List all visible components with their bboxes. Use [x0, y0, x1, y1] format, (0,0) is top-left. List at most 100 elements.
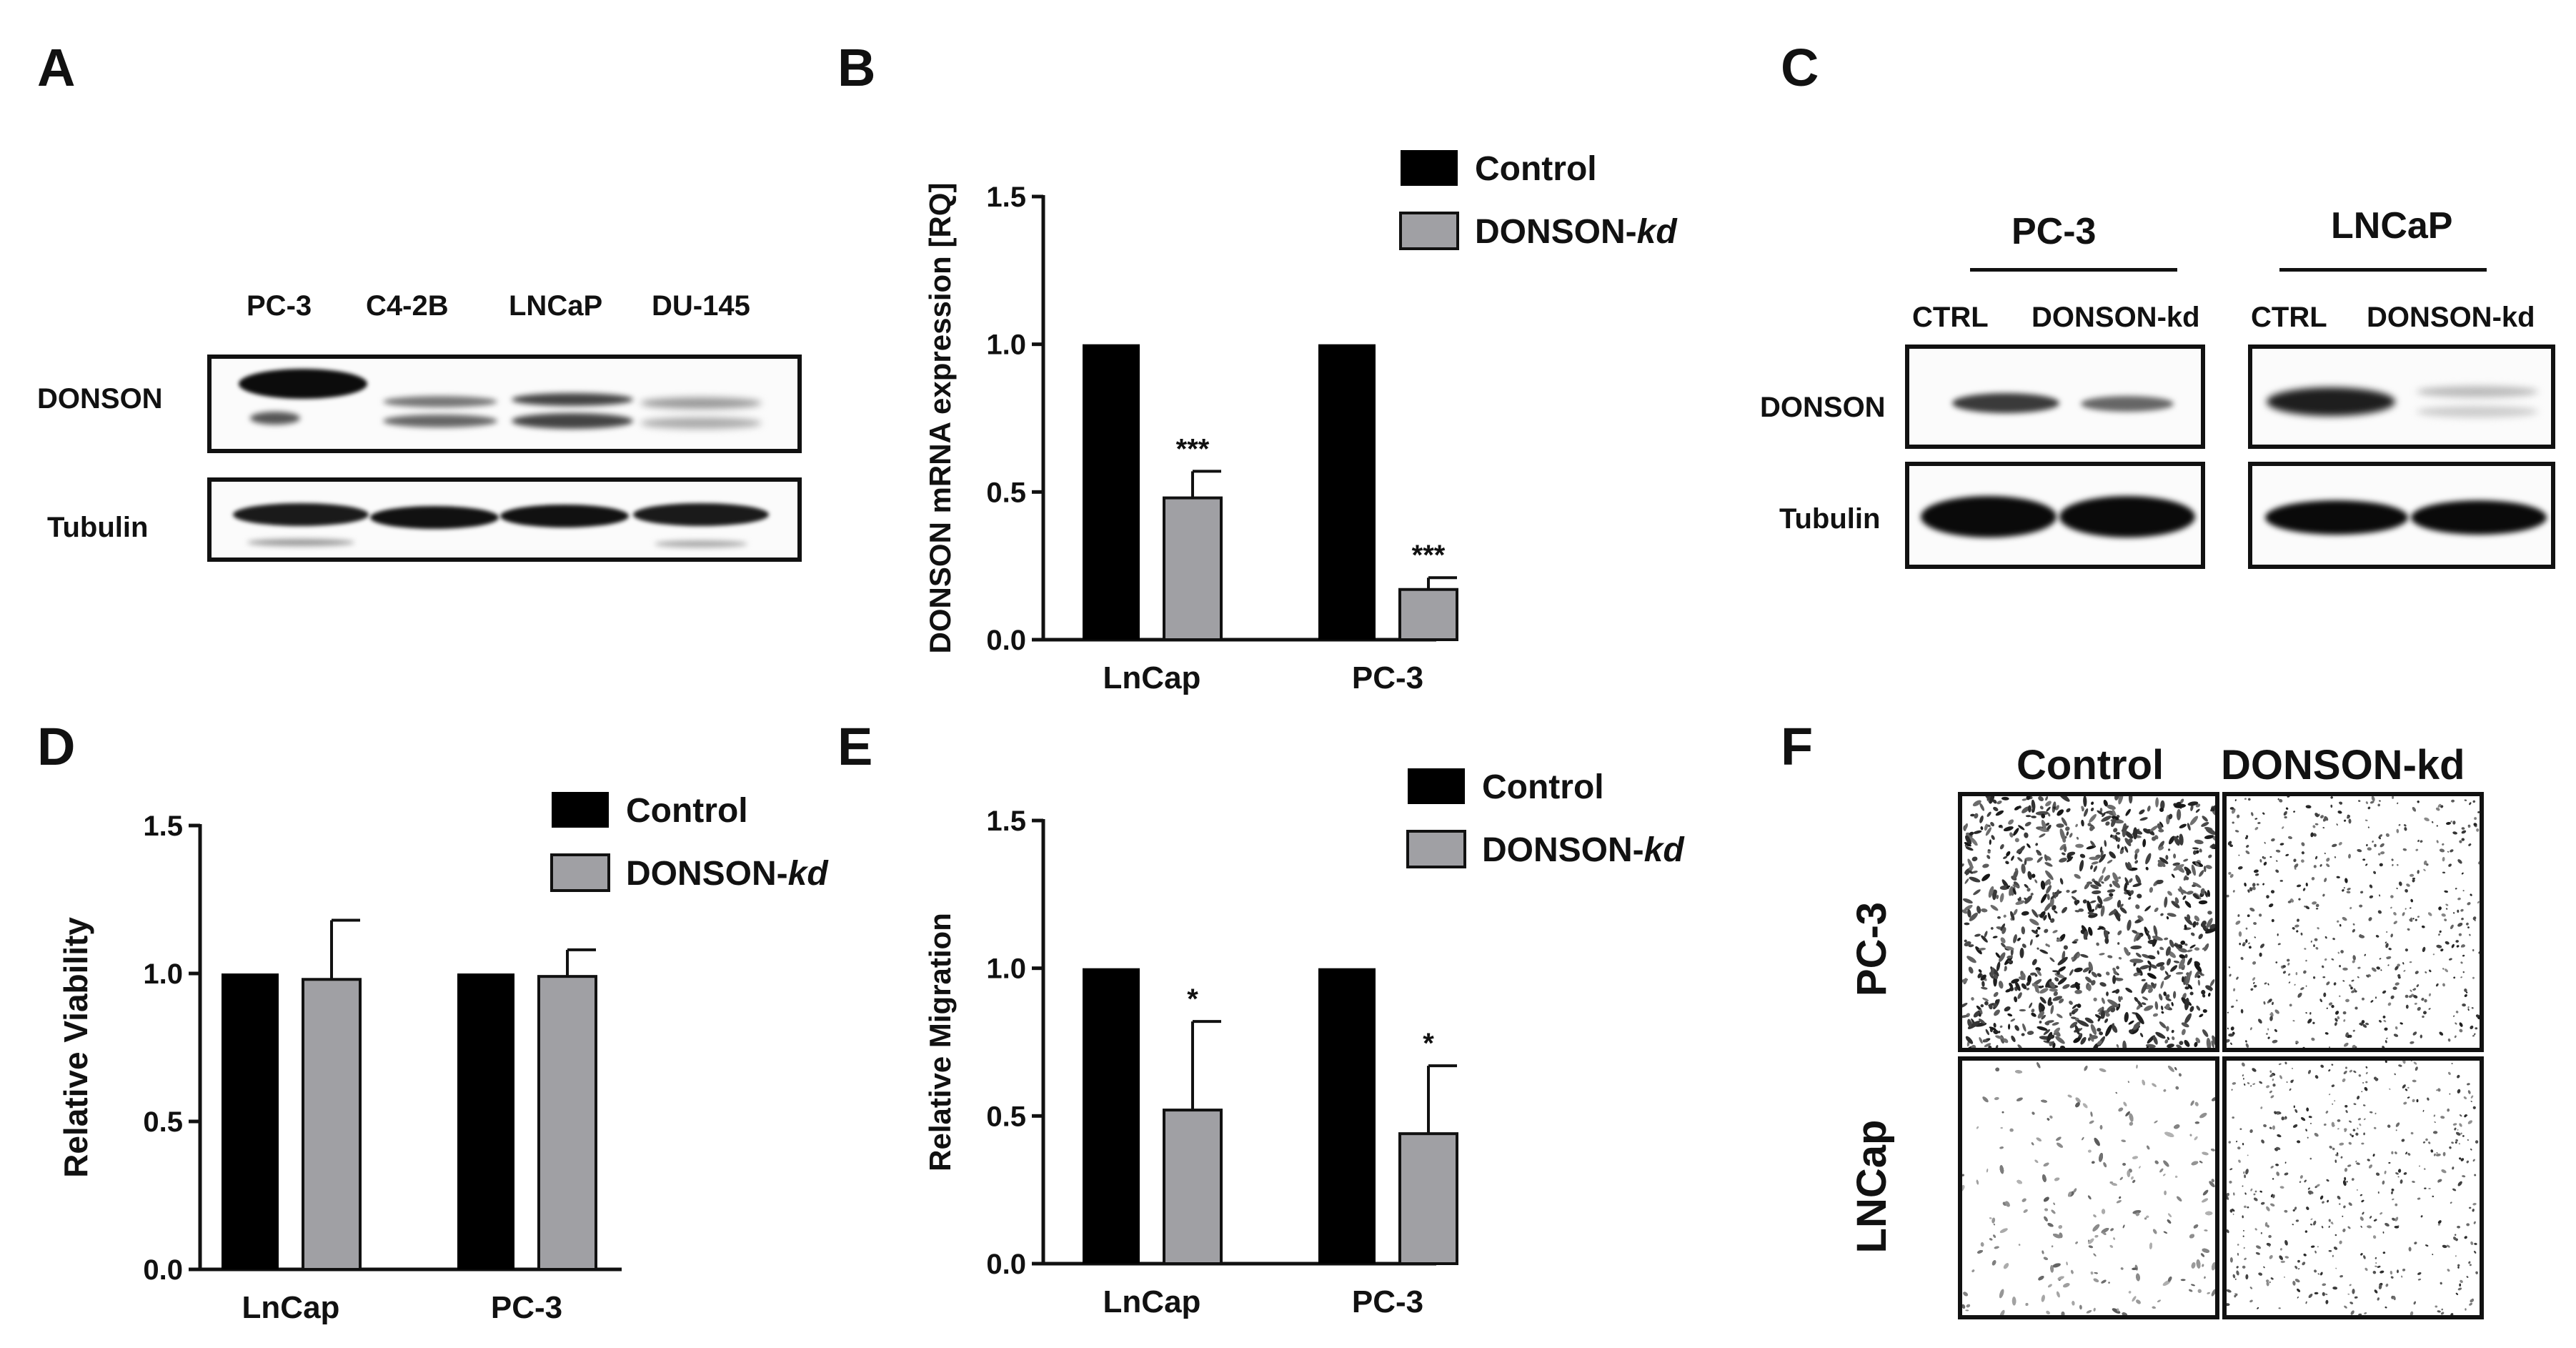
- legend-label: Control: [1482, 768, 1604, 806]
- band: [233, 503, 369, 526]
- x-tick-label: PC-3: [1352, 1284, 1423, 1319]
- blot-tubulin: [207, 477, 802, 562]
- micrograph-lncap-control: [1958, 1056, 2219, 1319]
- y-tick-label: 1.0: [986, 953, 1026, 985]
- legend-swatch: [552, 792, 609, 828]
- bar: [1398, 1132, 1458, 1266]
- lane-label-lncap-ctrl: CTRL: [2251, 302, 2327, 333]
- band: [512, 413, 633, 429]
- bar: [457, 973, 514, 1269]
- y-tick-label: 0.5: [986, 1101, 1026, 1132]
- band: [2417, 386, 2538, 397]
- legend-label: Control: [626, 792, 748, 830]
- y-tick-label: 1.0: [143, 958, 183, 990]
- y-tick-label: 1.5: [143, 811, 183, 842]
- lane-label-pc3-kd: DONSON-kd: [2032, 302, 2200, 333]
- legend-swatch: [550, 853, 610, 892]
- band: [239, 369, 367, 399]
- y-tick-label: 0.5: [986, 477, 1026, 508]
- x-tick-label: LnCap: [1103, 1284, 1201, 1319]
- micrograph-lncap-kd: [2222, 1056, 2484, 1319]
- legend-swatch: [1399, 212, 1459, 250]
- band: [2267, 387, 2395, 416]
- row-label-donson-c: DONSON: [1760, 392, 1886, 423]
- significance-label: ***: [1176, 433, 1210, 465]
- band: [2265, 500, 2408, 535]
- bar: [1318, 968, 1376, 1264]
- lane-label-pc3: PC-3: [247, 290, 312, 322]
- band: [370, 506, 499, 529]
- band: [640, 397, 762, 409]
- legend-swatch: [1408, 768, 1465, 804]
- bar: [1163, 1109, 1223, 1265]
- cell-texture: [2227, 1061, 2479, 1315]
- band: [2417, 406, 2538, 417]
- panel-label-a: A: [37, 38, 76, 97]
- y-axis-label: DONSON mRNA expression [RQ]: [923, 183, 957, 654]
- band: [1952, 393, 2059, 413]
- panel-label-c: C: [1781, 38, 1819, 97]
- band: [500, 505, 629, 527]
- col-label-control: Control: [2016, 742, 2164, 788]
- bar: [1398, 588, 1458, 642]
- legend-swatch: [1401, 150, 1458, 186]
- blot-donson: [207, 355, 802, 453]
- cell-texture: [1962, 1062, 2215, 1315]
- chart-e: 0.0 0.5 1.0 1.5 Relative Migration * LnCap * PC-…: [923, 768, 1685, 1319]
- band: [2059, 496, 2195, 537]
- blot-c-donson-lncap: [2248, 345, 2555, 449]
- blot-c-tubulin-pc3: [1905, 462, 2205, 569]
- bar: [1163, 496, 1223, 641]
- row-label-lncap-f: LNCap: [1849, 1119, 1895, 1254]
- micrograph-pc3-control: [1958, 792, 2219, 1052]
- y-tick-label: 1.5: [986, 806, 1026, 837]
- legend-label: DONSON-kd: [1482, 831, 1685, 869]
- row-label-tubulin: Tubulin: [47, 512, 149, 543]
- x-tick-label: PC-3: [491, 1290, 562, 1325]
- panel-label-b: B: [837, 38, 876, 97]
- band: [250, 412, 300, 425]
- row-label-tubulin-c: Tubulin: [1779, 503, 1881, 535]
- lane-label-pc3-ctrl: CTRL: [1912, 302, 1989, 333]
- group-line-lncap: [2279, 268, 2487, 272]
- significance-label: *: [1423, 1028, 1434, 1059]
- bar: [1083, 968, 1140, 1264]
- lane-label-du145: DU-145: [652, 290, 750, 322]
- band: [633, 503, 769, 526]
- y-axis-label: Relative Viability: [57, 917, 94, 1178]
- bar: [1318, 344, 1376, 640]
- band: [2411, 500, 2547, 535]
- group-line-pc3: [1970, 268, 2177, 272]
- chart-b: 0.0 0.5 1.0 1.5 DONSON mRNA expression [RQ] *…: [923, 150, 1678, 695]
- col-label-donson-kd: DONSON-kd: [2221, 742, 2465, 788]
- panel-label-f: F: [1781, 717, 1814, 776]
- band: [640, 417, 762, 429]
- band: [247, 539, 354, 546]
- micrograph-pc3-kd: [2222, 792, 2484, 1052]
- band: [655, 540, 747, 547]
- x-tick-label: PC-3: [1352, 660, 1423, 695]
- blot-c-tubulin-lncap: [2248, 462, 2555, 569]
- bar: [537, 975, 597, 1271]
- x-tick-label: LnCap: [1103, 660, 1201, 695]
- lane-label-c42b: C4-2B: [366, 290, 449, 322]
- cell-texture: [1962, 796, 2215, 1048]
- band: [383, 415, 497, 427]
- y-tick-label: 1.0: [986, 329, 1026, 361]
- lane-label-lncap-kd: DONSON-kd: [2367, 302, 2535, 333]
- legend-swatch: [1406, 830, 1466, 868]
- row-label-donson: DONSON: [37, 383, 163, 415]
- y-tick-label: 0.0: [986, 1249, 1026, 1280]
- y-tick-label: 0.0: [986, 625, 1026, 656]
- y-tick-label: 1.5: [986, 182, 1026, 213]
- legend-label: DONSON-kd: [1475, 213, 1678, 251]
- bar: [222, 973, 279, 1269]
- band: [512, 393, 633, 406]
- lane-label-lncap: LNCaP: [509, 290, 603, 322]
- band: [2081, 396, 2174, 412]
- legend-label: DONSON-kd: [626, 855, 829, 893]
- group-label-lncap: LNCaP: [2331, 205, 2453, 247]
- blot-c-donson-pc3: [1905, 345, 2205, 449]
- group-label-pc3: PC-3: [2011, 211, 2097, 252]
- bar: [302, 978, 362, 1271]
